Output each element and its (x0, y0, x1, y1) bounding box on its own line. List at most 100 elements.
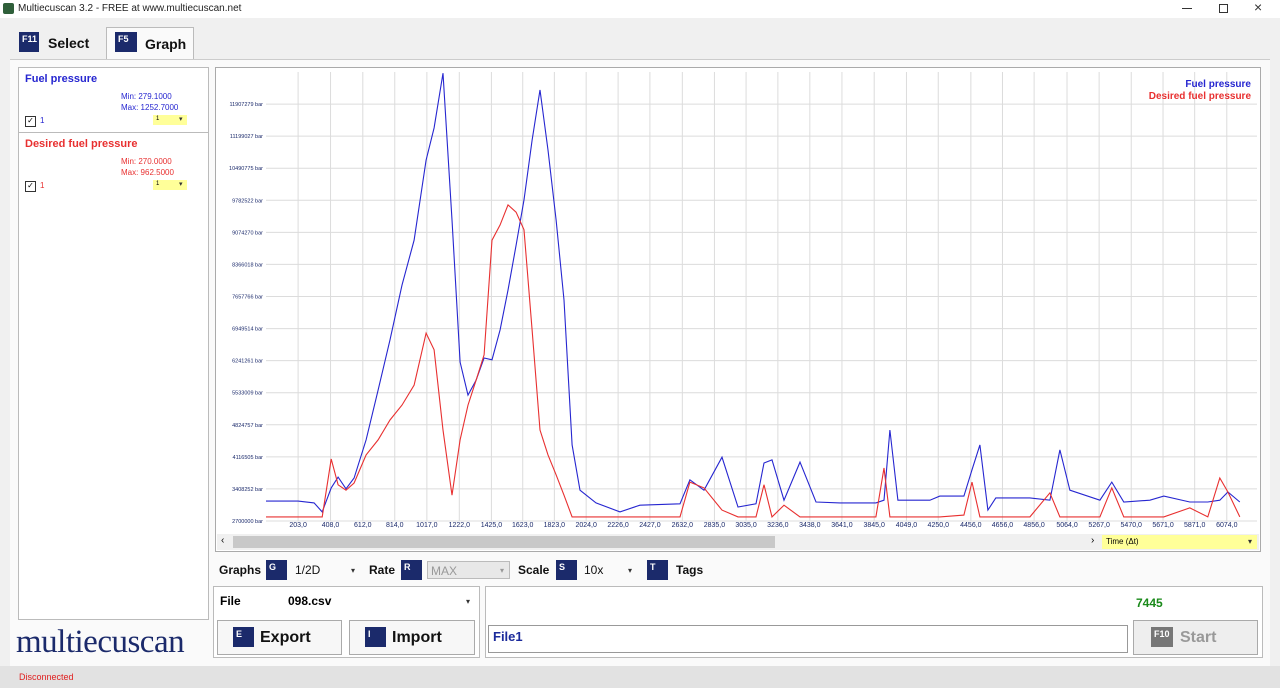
control-value: MAX (431, 564, 458, 578)
scrollbar[interactable]: ‹ › Time (Δt) ▾ (217, 534, 1259, 550)
minimize-button[interactable] (1182, 8, 1192, 9)
select-value: 1 (156, 181, 160, 187)
x-tick-label: 6074,0 (1216, 522, 1238, 529)
select-value: 1 (156, 116, 160, 122)
parameter-name: Fuel pressure (25, 73, 98, 85)
x-tick-label: 408,0 (322, 522, 340, 529)
import-button[interactable]: I Import (349, 620, 475, 655)
x-tick-label: 3845,0 (863, 522, 885, 529)
parameter-min: Min: 270.0000 (121, 157, 172, 166)
button-label: Start (1180, 629, 1217, 646)
start-button[interactable]: F10 Start (1133, 620, 1258, 655)
x-tick-label: 5064,0 (1056, 522, 1078, 529)
y-tick-label: 4824757 bar (232, 423, 263, 429)
button-key: F10 (1151, 627, 1173, 647)
parameter-min: Min: 279.1000 (121, 92, 172, 101)
x-tick-label: 3641,0 (831, 522, 853, 529)
y-tick-label: 3408252 bar (232, 487, 263, 493)
time-axis-select[interactable]: Time (Δt) ▾ (1102, 535, 1257, 549)
x-tick-label: 4856,0 (1023, 522, 1045, 529)
file-value[interactable]: 098.csv (288, 594, 332, 608)
control-label: Scale (518, 563, 550, 577)
checkbox[interactable]: ✓ (25, 116, 36, 127)
control-key[interactable]: T (647, 560, 668, 580)
tab-key: F5 (115, 32, 137, 52)
x-tick-label: 2024,0 (575, 522, 597, 529)
control-key: G (266, 560, 287, 580)
select-box[interactable]: 1 ▾ (153, 180, 187, 190)
dropdown-arrow: ▾ (1248, 537, 1253, 546)
app-icon (3, 3, 14, 14)
status-text: Disconnected (19, 672, 74, 682)
parameter-max: Max: 962.5000 (121, 168, 174, 177)
status-bar: Disconnected (0, 666, 1280, 688)
tab-label: Select (48, 35, 90, 51)
x-tick-label: 3035,0 (735, 522, 757, 529)
dropdown-arrow[interactable]: ▾ (628, 566, 633, 575)
legend-entry: Desired fuel pressure (1149, 91, 1252, 102)
x-tick-label: 814,0 (386, 522, 404, 529)
y-tick-label: 2700000 bar (232, 519, 263, 525)
button-label: Import (392, 629, 442, 646)
data-line (266, 73, 1241, 513)
checkbox[interactable]: ✓ (25, 181, 36, 192)
select-box[interactable]: 1 ▾ (153, 115, 187, 125)
x-tick-label: 5671,0 (1152, 522, 1174, 529)
dropdown-arrow[interactable]: ▾ (466, 597, 471, 606)
check-label: 1 (40, 181, 45, 190)
rate-select: MAX ▾ (427, 561, 510, 579)
x-tick-label: 1017,0 (416, 522, 438, 529)
parameter-max: Max: 1252.7000 (121, 103, 179, 112)
x-tick-label: 4656,0 (992, 522, 1014, 529)
control-value[interactable]: 1/2D (295, 563, 321, 577)
legend-entry: Fuel pressure (1185, 79, 1251, 90)
control-label: Graphs (219, 563, 262, 577)
x-tick-label: 2632,0 (672, 522, 694, 529)
control-label[interactable]: Tags (676, 563, 704, 577)
x-tick-label: 1623,0 (512, 522, 534, 529)
close-button[interactable]: × (1254, 0, 1263, 15)
maximize-button[interactable] (1219, 4, 1228, 13)
x-tick-label: 4049,0 (896, 522, 918, 529)
dropdown-arrow[interactable]: ▾ (351, 566, 356, 575)
x-tick-label: 3438,0 (799, 522, 821, 529)
counter: 7445 (1136, 596, 1163, 610)
y-tick-label: 9074270 bar (232, 230, 263, 236)
window-title: Multiecuscan 3.2 - FREE at www.multiecus… (18, 3, 242, 14)
y-tick-label: 6241261 bar (232, 359, 263, 365)
y-tick-label: 9782522 bar (232, 198, 263, 204)
scroll-left[interactable]: ‹ (221, 535, 225, 546)
x-tick-label: 203,0 (289, 522, 307, 529)
file-label: File (220, 594, 241, 608)
scroll-right[interactable]: › (1091, 535, 1095, 546)
time-axis-label: Time (Δt) (1106, 537, 1139, 546)
x-tick-label: 5267,0 (1088, 522, 1110, 529)
parameter-panel: Fuel pressure Min: 279.1000 Max: 1252.70… (18, 67, 209, 620)
x-tick-label: 1222,0 (449, 522, 471, 529)
export-button[interactable]: E Export (217, 620, 342, 655)
tab-graph[interactable]: F5 Graph (106, 27, 194, 60)
dropdown-arrow: ▾ (179, 181, 183, 188)
file-name-input[interactable]: File1 (488, 625, 1128, 653)
control-key: S (556, 560, 577, 580)
x-tick-label: 612,0 (354, 522, 372, 529)
tab-select[interactable]: F11 Select (16, 28, 102, 60)
parameter-name: Desired fuel pressure (25, 138, 138, 150)
dropdown-arrow: ▾ (179, 116, 183, 123)
x-tick-label: 2226,0 (607, 522, 629, 529)
x-tick-label: 3236,0 (767, 522, 789, 529)
x-tick-label: 5470,0 (1121, 522, 1143, 529)
y-tick-label: 4116505 bar (233, 455, 264, 461)
x-tick-label: 5871,0 (1184, 522, 1206, 529)
y-tick-label: 11199027 bar (230, 134, 263, 140)
control-value[interactable]: 10x (584, 563, 604, 577)
logo: multiecuscan (16, 624, 185, 660)
chart: 2700000 bar 3408252 bar 4116505 bar 4824757… (229, 72, 1257, 529)
control-key: R (401, 560, 422, 580)
x-tick-label: 2427,0 (639, 522, 661, 529)
data-line (266, 203, 1241, 518)
y-tick-label: 6949514 bar (232, 327, 263, 333)
y-tick-label: 10490775 bar (229, 166, 263, 172)
scroll-thumb[interactable] (233, 536, 775, 548)
